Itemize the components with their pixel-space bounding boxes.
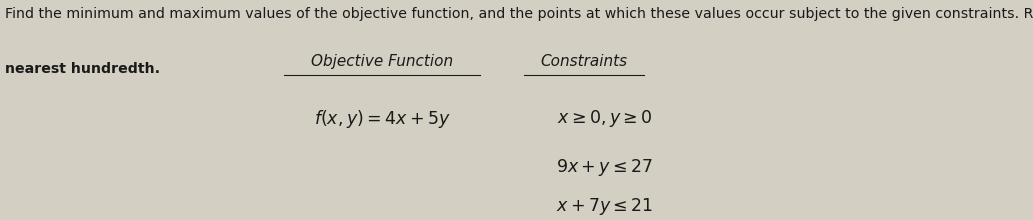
Text: $f(x, y) = 4x + 5y$: $f(x, y) = 4x + 5y$ bbox=[314, 108, 450, 130]
Text: nearest hundredth.: nearest hundredth. bbox=[5, 62, 160, 76]
Text: $x + 7y \leq 21$: $x + 7y \leq 21$ bbox=[556, 196, 653, 217]
Text: $x \geq 0, y \geq 0$: $x \geq 0, y \geq 0$ bbox=[557, 108, 652, 129]
Text: Constraints: Constraints bbox=[540, 54, 627, 69]
Text: $9x + y \leq 27$: $9x + y \leq 27$ bbox=[556, 157, 653, 178]
Text: Objective Function: Objective Function bbox=[311, 54, 453, 69]
Text: Find the minimum and maximum values of the objective function, and the points at: Find the minimum and maximum values of t… bbox=[5, 7, 1033, 21]
